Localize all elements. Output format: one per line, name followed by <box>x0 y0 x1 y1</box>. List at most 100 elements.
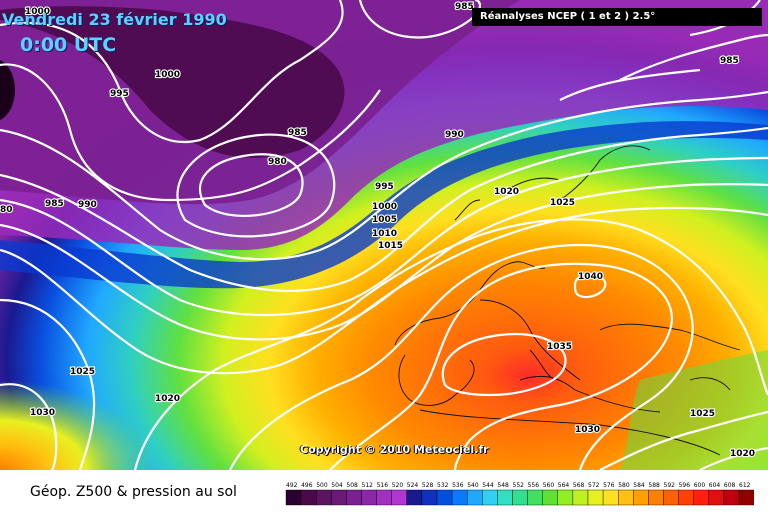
scale-swatch <box>708 489 725 506</box>
scale-tick-label: 572 <box>588 482 600 489</box>
isobar-label: 985 <box>720 56 739 66</box>
scale-swatch <box>406 489 423 506</box>
scale-swatch <box>346 489 362 506</box>
scale-tick-label: 524 <box>407 482 419 489</box>
scale-tick-label: 556 <box>528 482 540 489</box>
isobar-label: 1040 <box>578 272 603 282</box>
scale-swatch <box>300 489 317 506</box>
scale-tick-label: 496 <box>301 482 313 489</box>
scale-swatch <box>678 489 694 506</box>
scale-tick-label: 528 <box>422 482 434 489</box>
scale-swatch <box>421 489 438 506</box>
scale-tick-label: 560 <box>543 482 555 489</box>
scale-tick-label: 568 <box>573 482 585 489</box>
isobar-label: 990 <box>78 200 97 210</box>
time-title: 0:00 UTC <box>20 34 117 56</box>
color-scale: 492 496 500 504 508 512 516 520 524 528 532 536 540 5… <box>285 482 754 506</box>
scale-swatch <box>361 489 377 506</box>
scale-tick-label: 596 <box>679 482 691 489</box>
isobar-label: 985 <box>45 199 64 209</box>
scale-tick-label: 588 <box>648 482 660 489</box>
scale-tick-label: 552 <box>513 482 525 489</box>
isobar-lines <box>0 0 768 470</box>
isobar-label: 1000 <box>155 70 180 80</box>
isobar-label: 80 <box>0 205 13 215</box>
scale-tick-label: 536 <box>452 482 464 489</box>
isobar-label: 990 <box>445 130 464 140</box>
scale-tick-label: 516 <box>377 482 389 489</box>
scale-swatch <box>633 489 649 506</box>
scale-tick-label: 548 <box>497 482 509 489</box>
scale-swatch <box>693 489 710 506</box>
isobar-label: 1000 <box>372 202 397 212</box>
isobar-label: 985 <box>455 2 474 12</box>
scale-tick-label: 520 <box>392 482 404 489</box>
scale-swatch <box>482 489 498 506</box>
scale-swatch <box>376 489 392 506</box>
scale-swatch <box>542 489 559 506</box>
scale-swatch <box>466 489 483 506</box>
scale-tick-label: 544 <box>482 482 494 489</box>
color-scale-swatches <box>285 489 754 506</box>
source-label: Réanalyses NCEP ( 1 et 2 ) 2.5° <box>472 8 762 26</box>
isobar-label: 1030 <box>30 408 55 418</box>
isobar-label: 1025 <box>70 367 95 377</box>
scale-tick-label: 508 <box>346 482 358 489</box>
isobar-label: 995 <box>110 89 129 99</box>
scale-tick-label: 540 <box>467 482 479 489</box>
scale-tick-label: 592 <box>664 482 676 489</box>
map-canvas: 985 1000 1000 995 985 985 990 980 995 10… <box>0 0 768 470</box>
isobar-label: 1010 <box>372 229 397 239</box>
isobar-label: 1035 <box>547 342 572 352</box>
scale-swatch <box>391 489 407 506</box>
scale-swatch <box>512 489 528 506</box>
scale-tick-label: 500 <box>316 482 328 489</box>
scale-tick-label: 576 <box>603 482 615 489</box>
coastlines <box>394 145 741 456</box>
scale-swatch <box>316 489 332 506</box>
scale-tick-label: 604 <box>709 482 721 489</box>
scale-swatch <box>572 489 589 506</box>
isobar-label: 1005 <box>372 215 397 225</box>
scale-swatch <box>723 489 740 506</box>
scale-tick-label: 492 <box>286 482 298 489</box>
scale-swatch <box>436 489 453 506</box>
isobar-labels: 985 1000 1000 995 985 985 990 980 995 10… <box>0 1 756 460</box>
isobar-label: 985 <box>288 128 307 138</box>
scale-tick-label: 580 <box>618 482 630 489</box>
scale-swatch <box>331 489 347 506</box>
map-caption: Géop. Z500 & pression au sol <box>30 484 237 500</box>
scale-swatch <box>618 489 634 506</box>
isobar-label: 995 <box>375 182 394 192</box>
scale-swatch <box>663 489 679 506</box>
isobar-label: 1020 <box>494 187 519 197</box>
isobar-label: 1020 <box>730 449 755 459</box>
isobar-label: 1015 <box>378 241 403 251</box>
isobar-label: 1000 <box>25 7 50 17</box>
scale-tick-label: 512 <box>362 482 374 489</box>
scale-swatch <box>648 489 664 506</box>
isobar-label: 1020 <box>155 394 180 404</box>
color-scale-ticks: 492 496 500 504 508 512 516 520 524 528 532 536 540 5… <box>286 482 751 489</box>
scale-swatch <box>285 489 302 506</box>
scale-tick-label: 504 <box>331 482 343 489</box>
scale-swatch <box>587 489 604 506</box>
scale-swatch <box>451 489 468 506</box>
copyright-notice: Copyright © 2010 Meteociel.fr <box>300 443 489 456</box>
scale-tick-label: 608 <box>724 482 736 489</box>
scale-tick-label: 584 <box>633 482 645 489</box>
scale-swatch <box>497 489 513 506</box>
scale-tick-label: 612 <box>739 482 751 489</box>
isobar-label: 980 <box>268 157 287 167</box>
scale-swatch <box>602 489 619 506</box>
scale-swatch <box>738 489 754 506</box>
scale-tick-label: 532 <box>437 482 449 489</box>
isobar-label: 1025 <box>550 198 575 208</box>
date-title: Vendredi 23 février 1990 <box>2 10 227 29</box>
scale-swatch <box>527 489 543 506</box>
scale-tick-label: 564 <box>558 482 570 489</box>
scale-swatch <box>557 489 574 506</box>
weather-map: 985 1000 1000 995 985 985 990 980 995 10… <box>0 0 768 470</box>
scale-tick-label: 600 <box>694 482 706 489</box>
isobar-label: 1030 <box>575 425 600 435</box>
